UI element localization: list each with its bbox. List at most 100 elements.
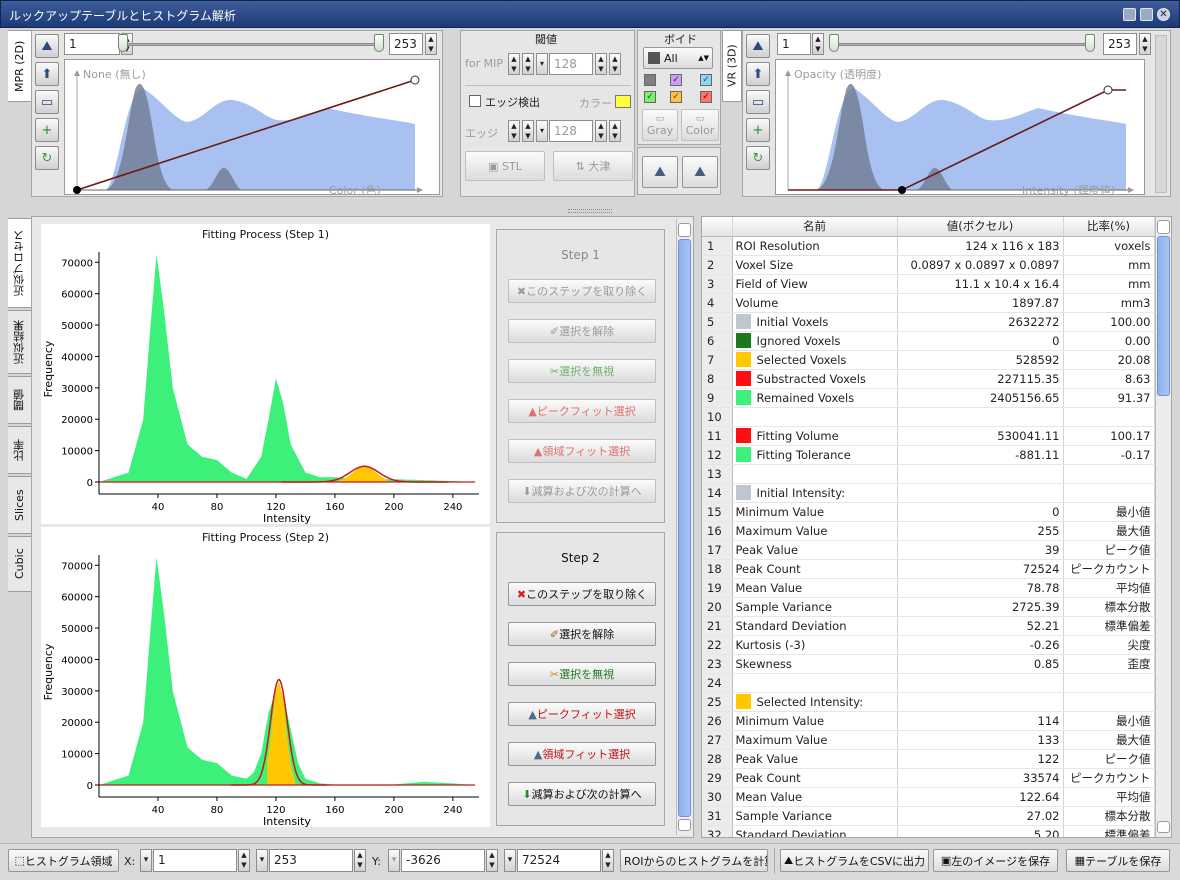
table-row[interactable]: 22 Kurtosis (-3) -0.26 尖度: [702, 635, 1155, 655]
mip-threshold-input[interactable]: 128: [549, 53, 593, 75]
table-row[interactable]: 12 Fitting Tolerance -881.11 -0.17: [702, 445, 1155, 465]
edge-step-spinner[interactable]: ▲ ▼: [508, 120, 520, 142]
table-row[interactable]: 25 Selected Intensity:: [702, 692, 1155, 712]
vr-panel-scrollbar[interactable]: [1155, 35, 1167, 193]
table-row[interactable]: 28 Peak Value 122 ピーク値: [702, 749, 1155, 769]
export-csv-button[interactable]: ⛰ ヒストグラムをCSVに出力: [780, 849, 929, 872]
tab-mpr-2d[interactable]: MPR (2D): [8, 30, 32, 102]
x-max-dropdown[interactable]: ▾: [256, 849, 268, 872]
table-row[interactable]: 1 ROI Resolution 124 x 116 x 183 voxels: [702, 236, 1155, 256]
void-orange-check[interactable]: ✓: [670, 91, 682, 103]
y-min-spinner[interactable]: ▲ ▼: [486, 849, 498, 872]
reset-icon[interactable]: ↻: [35, 146, 59, 170]
tab-threshold[interactable]: 閾値: [8, 376, 32, 424]
range-slider-max-handle[interactable]: [374, 34, 384, 52]
range-slider-track[interactable]: [124, 43, 382, 46]
table-row[interactable]: 21 Standard Deviation 52.21 標準偏差: [702, 616, 1155, 636]
table-row[interactable]: 18 Peak Count 72524 ピークカウント: [702, 559, 1155, 579]
y-max-dropdown[interactable]: ▾: [504, 849, 516, 872]
table-row[interactable]: 32 Standard Deviation 5.20 標準偏差: [702, 825, 1155, 837]
peak-fit-button[interactable]: ▲ ピークフィット選択: [508, 399, 656, 423]
void-red-check[interactable]: ✓: [700, 91, 712, 103]
tab-vr-3d[interactable]: VR (3D): [722, 30, 742, 102]
table-row[interactable]: 17 Peak Value 39 ピーク値: [702, 540, 1155, 560]
fitting-scrollbar[interactable]: [676, 219, 692, 835]
vr-range-slider-max-handle[interactable]: [1085, 34, 1095, 52]
subtract-next-button[interactable]: ⬇ 減算および次の計算へ: [508, 479, 656, 503]
void-select[interactable]: All ▲▼: [643, 47, 713, 69]
void-gray-check[interactable]: [644, 74, 656, 86]
table-row[interactable]: 27 Maximum Value 133 最大値: [702, 730, 1155, 750]
void-color-button[interactable]: ▭ Color: [681, 109, 719, 141]
remove-step-button[interactable]: ✖ このステップを取り除く: [508, 279, 656, 303]
vr-upload-arrow-icon[interactable]: ⬆: [746, 62, 770, 86]
y-min-dropdown[interactable]: ▾: [388, 849, 400, 872]
table-scroll-thumb[interactable]: [1157, 236, 1170, 396]
mip-step-spinner-2[interactable]: ▲ ▼: [522, 53, 534, 75]
table-row[interactable]: 31 Sample Variance 27.02 標本分散: [702, 806, 1155, 826]
y-max-spinner[interactable]: ▲ ▼: [602, 849, 614, 872]
table-row[interactable]: 13: [702, 464, 1155, 484]
x-min-spinner[interactable]: ▲ ▼: [238, 849, 250, 872]
splitter-grip[interactable]: [568, 209, 612, 213]
table-row[interactable]: 2 Voxel Size 0.0897 x 0.0897 x 0.0897 mm: [702, 255, 1155, 275]
region-fit-button[interactable]: ▲ 領域フィット選択: [508, 439, 656, 463]
table-row[interactable]: 29 Peak Count 33574 ピークカウント: [702, 768, 1155, 788]
edge-dropdown[interactable]: ▾: [536, 120, 548, 142]
edge-threshold-input[interactable]: 128: [549, 120, 593, 142]
table-row[interactable]: 30 Mean Value 122.64 平均値: [702, 787, 1155, 807]
table-scroll-down-button[interactable]: [1157, 821, 1170, 833]
max-spinner[interactable]: ▲ ▼: [425, 33, 437, 55]
scroll-thumb[interactable]: [678, 239, 691, 817]
clear-selection-button[interactable]: ✐ 選択を解除: [508, 319, 656, 343]
edge-step-spinner-2[interactable]: ▲ ▼: [522, 120, 534, 142]
y-min-input[interactable]: -3626: [401, 849, 485, 872]
edge-color-swatch[interactable]: [615, 95, 631, 108]
table-row[interactable]: 3 Field of View 11.1 x 10.4 x 16.4 mm: [702, 274, 1155, 294]
y-max-input[interactable]: 72524: [517, 849, 601, 872]
edge-threshold-spinner[interactable]: ▲ ▼: [595, 120, 607, 142]
table-row[interactable]: 10: [702, 407, 1155, 427]
table-row[interactable]: 11 Fitting Volume 530041.11 100.17: [702, 426, 1155, 446]
save-add-icon[interactable]: +: [35, 118, 59, 142]
table-row[interactable]: 23 Skewness 0.85 歪度: [702, 654, 1155, 674]
x-max-input[interactable]: 253: [269, 849, 353, 872]
table-row[interactable]: 9 Remained Voxels 2405156.65 91.37: [702, 388, 1155, 408]
save-table-button[interactable]: ▦ テーブルを保存: [1066, 849, 1170, 872]
column-header[interactable]: 比率(%): [1063, 217, 1155, 237]
table-row[interactable]: 5 Initial Voxels 2632272 100.00: [702, 312, 1155, 332]
scroll-down-button[interactable]: [678, 819, 691, 831]
edge-detect-checkbox[interactable]: [469, 95, 481, 107]
vr-zoom-histogram-icon[interactable]: ⛰: [746, 34, 770, 58]
x-min-input[interactable]: 1: [153, 849, 237, 872]
minimize-button[interactable]: [1123, 8, 1136, 21]
otsu-button[interactable]: ⇅ 大津: [553, 151, 633, 181]
region-fit-button[interactable]: ▲ 領域フィット選択: [508, 742, 656, 766]
void-green-check[interactable]: ✓: [644, 91, 656, 103]
table-row[interactable]: 24: [702, 673, 1155, 693]
copy-lut-left-icon[interactable]: ⛰: [682, 156, 718, 188]
copy-lut-right-icon[interactable]: ⛰: [642, 156, 678, 188]
tab-cubic[interactable]: Cubic: [8, 536, 32, 592]
maximize-button[interactable]: [1140, 8, 1153, 21]
save-left-image-button[interactable]: ▣ 左のイメージを保存: [933, 849, 1058, 872]
close-button[interactable]: ✕: [1157, 8, 1170, 21]
void-purple-check[interactable]: ✓: [670, 74, 682, 86]
table-row[interactable]: 7 Selected Voxels 528592 20.08: [702, 350, 1155, 370]
vr-save-add-icon[interactable]: +: [746, 118, 770, 142]
max-input[interactable]: 253: [389, 33, 423, 55]
vr-range-slider-track[interactable]: [835, 43, 1093, 46]
stl-button[interactable]: ▣ STL: [465, 151, 545, 181]
ignore-selection-button[interactable]: ✂ 選択を無視: [508, 662, 656, 686]
mip-threshold-spinner-2[interactable]: ▲ ▼: [609, 53, 621, 75]
vr-range-slider-min-handle[interactable]: [829, 34, 839, 52]
mip-dropdown[interactable]: ▾: [536, 53, 548, 75]
roi-histogram-button[interactable]: ROIからのヒストグラムを計算: [620, 849, 768, 872]
range-slider-min-handle[interactable]: [118, 34, 128, 52]
vr-reset-icon[interactable]: ↻: [746, 146, 770, 170]
vr-min-spinner[interactable]: ▲ ▼: [812, 33, 824, 55]
zoom-histogram-icon[interactable]: ⛰: [35, 34, 59, 58]
tab-fitting-result[interactable]: 近似結果: [8, 310, 32, 374]
tab-ratio[interactable]: 比率: [8, 426, 32, 474]
remove-step-button[interactable]: ✖ このステップを取り除く: [508, 582, 656, 606]
